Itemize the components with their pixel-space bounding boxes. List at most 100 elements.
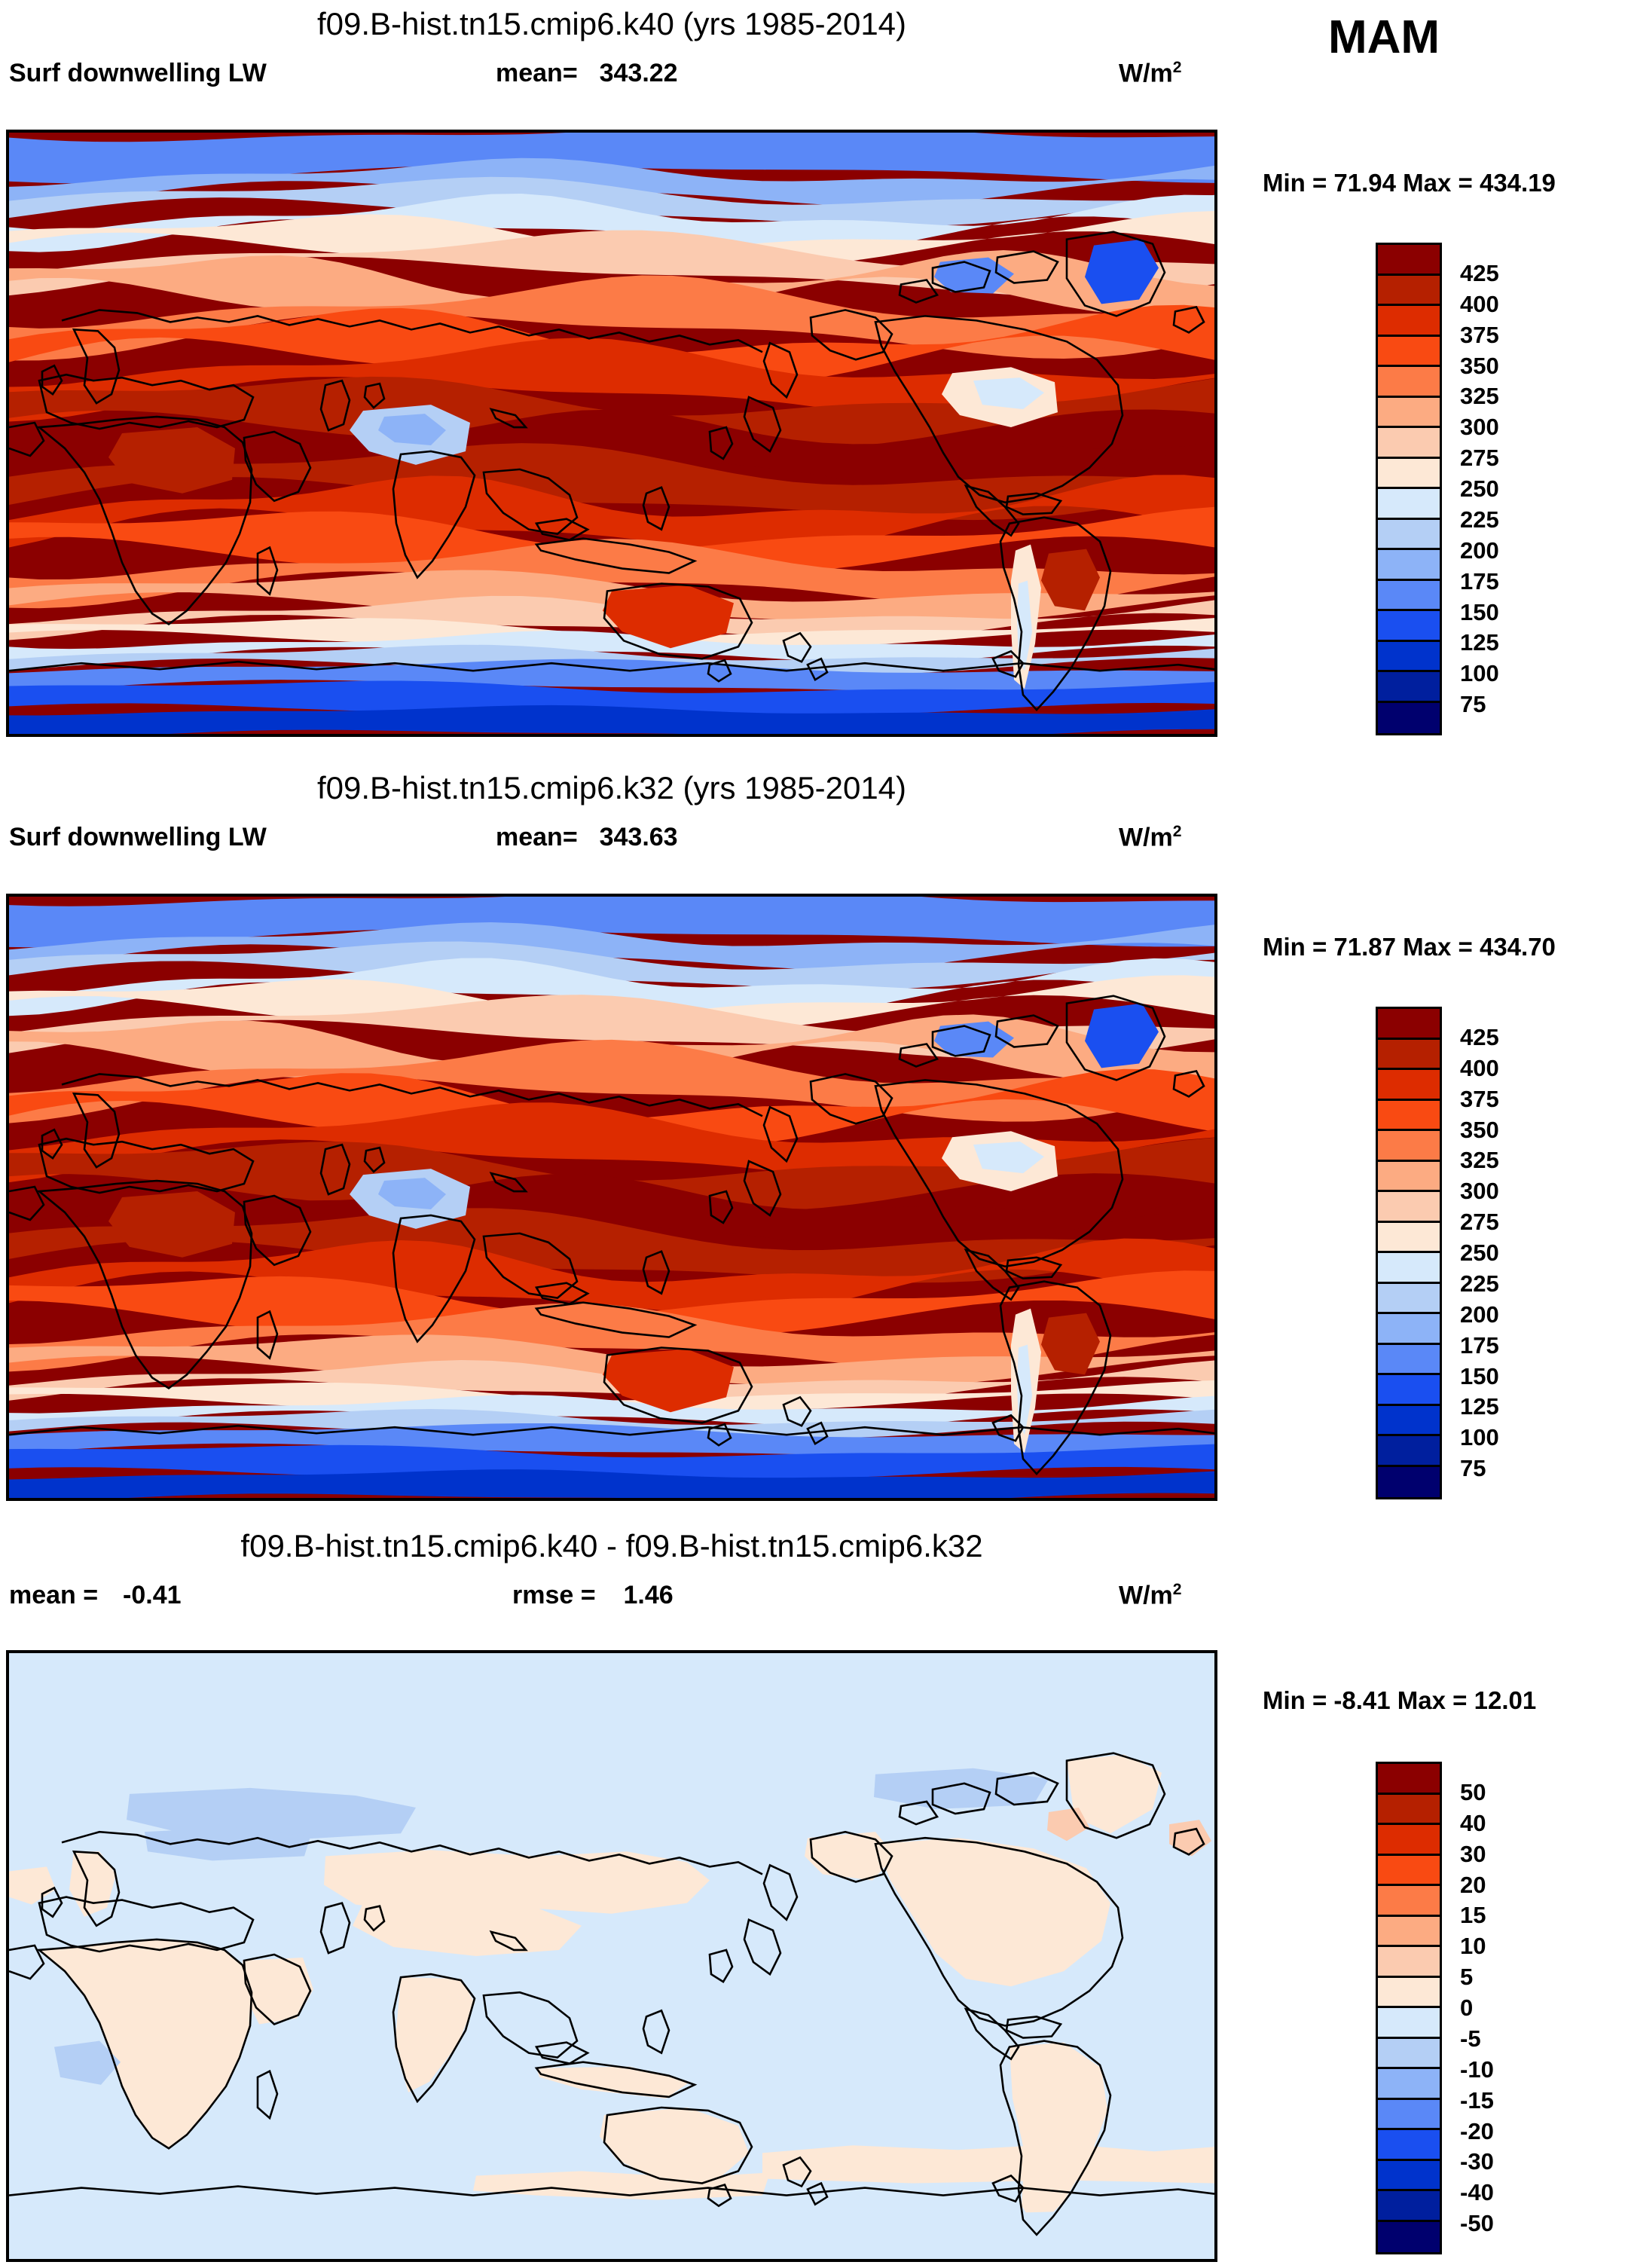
colorbar-tick-label: 75 — [1460, 1455, 1486, 1482]
colorbar-swatch — [1378, 458, 1440, 489]
colorbar-swatch — [1378, 580, 1440, 611]
difference-patch — [9, 1866, 56, 1905]
contour-band — [9, 1469, 1214, 1498]
difference-patch — [536, 2066, 690, 2098]
colorbar-swatch — [1378, 1283, 1440, 1314]
contour-band — [9, 443, 1214, 521]
difference-patch — [395, 1977, 475, 2092]
contour-band — [9, 1270, 1214, 1337]
difference-patch — [1010, 2042, 1107, 2229]
contour-band — [9, 1444, 1214, 1480]
contour-band — [9, 941, 1214, 990]
colorbar-swatch — [1378, 1131, 1440, 1162]
panel-2-minmax: Min = 71.87 Max = 434.70 — [1263, 933, 1556, 961]
colorbar-swatch — [1378, 1405, 1440, 1436]
contour-band — [9, 1174, 1214, 1255]
panel-1-mean-key: mean= — [496, 59, 578, 87]
contour-band — [9, 922, 1214, 970]
coastlines — [9, 1752, 1214, 2236]
season-label: MAM — [1328, 11, 1440, 63]
colorbar-tick-label: 100 — [1460, 660, 1499, 687]
contour-band — [9, 1208, 1214, 1283]
panel-3-map-svg — [9, 1653, 1214, 2259]
colorbar-swatch — [1378, 2069, 1440, 2100]
panel-3-map[interactable] — [6, 1650, 1217, 2262]
colorbar-tick-label: 350 — [1460, 1116, 1499, 1143]
colorbar-swatch — [1378, 2008, 1440, 2039]
colorbar-tick-label: 100 — [1460, 1424, 1499, 1451]
difference-patch — [9, 2207, 1214, 2259]
panel-1-colorbar-ticks: 425 400 375 350 325 300 275 250 225 200 175 150 125 1… — [1460, 243, 1565, 735]
colorbar-swatch — [1378, 1916, 1440, 1947]
coastlines — [9, 231, 1214, 712]
colorbar-swatch — [1378, 1886, 1440, 1917]
difference-patch — [1067, 1754, 1162, 1834]
contour-band — [9, 1303, 1214, 1372]
contour-band — [9, 1068, 1214, 1147]
contour-band — [9, 1380, 1214, 1411]
colorbar-swatch — [1378, 1039, 1440, 1070]
colorbar-tick-label: 325 — [1460, 1147, 1499, 1174]
difference-patch — [39, 1939, 252, 2149]
anomaly-patch — [1041, 1313, 1100, 1375]
colorbar-tick-label: 300 — [1460, 1178, 1499, 1205]
colorbar-swatch — [1378, 519, 1440, 550]
colorbar-tick-label: 20 — [1460, 1871, 1486, 1898]
colorbar-swatch — [1378, 428, 1440, 459]
contour-band — [9, 157, 1214, 207]
colorbar-tick-label: 400 — [1460, 1054, 1499, 1081]
colorbar-swatch — [1378, 1794, 1440, 1825]
difference-patch — [1047, 1808, 1089, 1842]
panel-1-map[interactable] — [6, 130, 1217, 737]
colorbar-swatch — [1378, 1100, 1440, 1131]
colorbar-swatch — [1378, 275, 1440, 306]
panel-3-rmse-key: rmse = — [512, 1581, 596, 1609]
colorbar-tick-label: 375 — [1460, 1085, 1499, 1112]
panel-2-map-svg — [9, 897, 1214, 1498]
difference-patch — [600, 2108, 749, 2181]
contour-band — [9, 1238, 1214, 1315]
colorbar-swatch — [1378, 1466, 1440, 1497]
contour-band — [9, 475, 1214, 552]
anomaly-patch — [973, 377, 1044, 410]
colorbar-tick-label: 375 — [1460, 321, 1499, 348]
colorbar-tick-label: -20 — [1460, 2117, 1494, 2144]
colorbar-tick-label: 75 — [1460, 691, 1486, 718]
difference-patch — [473, 2171, 770, 2200]
panel-2-colorbar-ticks: 425 400 375 350 325 300 275 250 225 200 175 150 125 1… — [1460, 1007, 1565, 1499]
colorbar-swatch — [1378, 1192, 1440, 1223]
panel-1-colorbar — [1376, 243, 1442, 735]
colorbar-tick-label: -30 — [1460, 2148, 1494, 2175]
colorbar-swatch — [1378, 1825, 1440, 1856]
difference-patch — [324, 1850, 710, 1914]
colorbar-tick-label: 15 — [1460, 1902, 1486, 1929]
colorbar-swatch — [1378, 702, 1440, 733]
colorbar-tick-label: 350 — [1460, 352, 1499, 379]
colorbar-tick-label: -50 — [1460, 2210, 1494, 2237]
colorbar-swatch — [1378, 672, 1440, 703]
colorbar-swatch — [1378, 1764, 1440, 1795]
colorbar-swatch — [1378, 1375, 1440, 1406]
coastlines — [9, 995, 1214, 1476]
contour-band — [9, 680, 1214, 716]
contour-band — [9, 1137, 1214, 1212]
difference-patch — [243, 1958, 313, 2025]
colorbar-tick-label: 325 — [1460, 383, 1499, 410]
anomaly-patch — [934, 257, 1014, 294]
colorbar-tick-label: 125 — [1460, 1393, 1499, 1420]
anomaly-patch — [603, 1349, 734, 1413]
colorbar-tick-label: 200 — [1460, 536, 1499, 564]
colorbar-tick-label: 400 — [1460, 290, 1499, 317]
contour-band — [9, 304, 1214, 384]
colorbar-swatch — [1378, 397, 1440, 428]
difference-patch — [762, 2144, 1214, 2184]
panel-2-map[interactable] — [6, 894, 1217, 1501]
panel-3-mean-value: -0.41 — [123, 1581, 182, 1609]
colorbar-tick-label: 225 — [1460, 1270, 1499, 1297]
contour-band — [9, 193, 1214, 252]
colorbar-swatch — [1378, 550, 1440, 581]
difference-patch — [54, 2040, 121, 2085]
panel-1-variable-label: Surf downwelling LW — [9, 59, 267, 87]
colorbar-swatch — [1378, 2130, 1440, 2161]
colorbar-tick-label: 175 — [1460, 1331, 1499, 1359]
